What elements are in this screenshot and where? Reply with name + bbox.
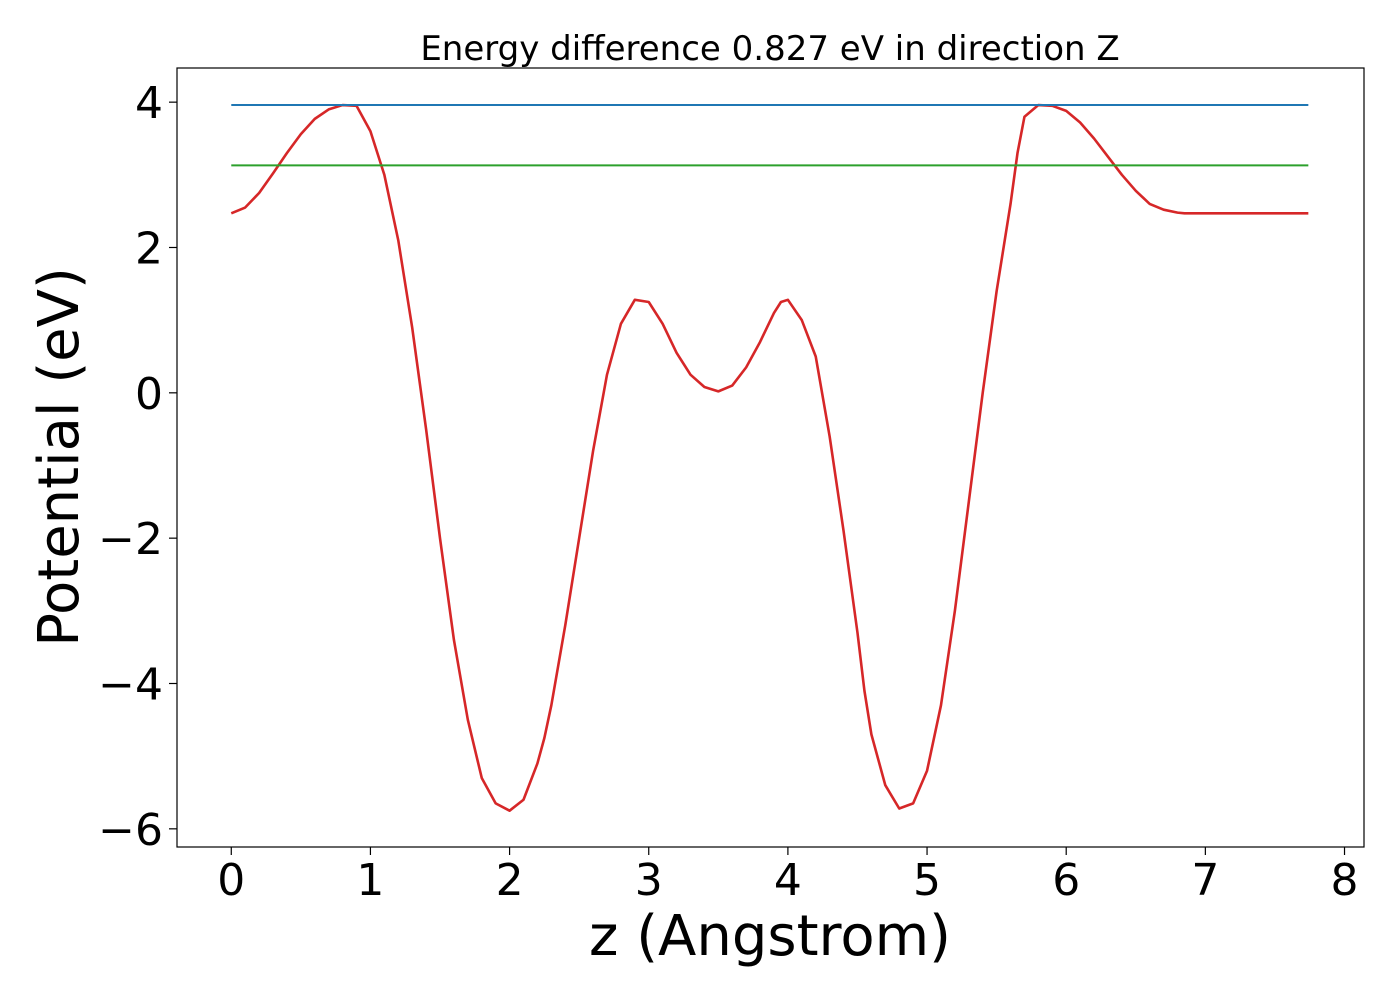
- x-tick-label: 1: [356, 855, 384, 906]
- x-tick-label: 3: [635, 855, 663, 906]
- x-tick-label: 8: [1331, 855, 1359, 906]
- x-axis-label: z (Angstrom): [589, 904, 951, 969]
- y-tick-label: −4: [98, 659, 163, 710]
- y-tick-label: 0: [135, 369, 163, 420]
- x-tick-label: 4: [774, 855, 802, 906]
- y-tick-label: 4: [135, 78, 163, 129]
- y-axis-label: Potential (eV): [27, 267, 92, 647]
- x-tick-label: 5: [913, 855, 941, 906]
- y-axis: −6 −4 −2 0 2 4: [98, 78, 177, 856]
- series-line-0: [230, 103, 1309, 812]
- x-tick-label: 0: [217, 855, 245, 906]
- y-tick-label: 2: [135, 223, 163, 274]
- x-axis: 0 1 2 3 4 5 6 7 8: [217, 847, 1359, 906]
- plot-frame: [176, 67, 1365, 848]
- chart-title: Energy difference 0.827 eV in direction …: [420, 29, 1119, 69]
- x-tick-label: 7: [1191, 855, 1219, 906]
- x-tick-label: 6: [1052, 855, 1080, 906]
- x-tick-label: 2: [496, 855, 524, 906]
- y-tick-label: −2: [98, 514, 163, 565]
- y-tick-label: −6: [98, 805, 163, 856]
- plot-area: [230, 103, 1309, 812]
